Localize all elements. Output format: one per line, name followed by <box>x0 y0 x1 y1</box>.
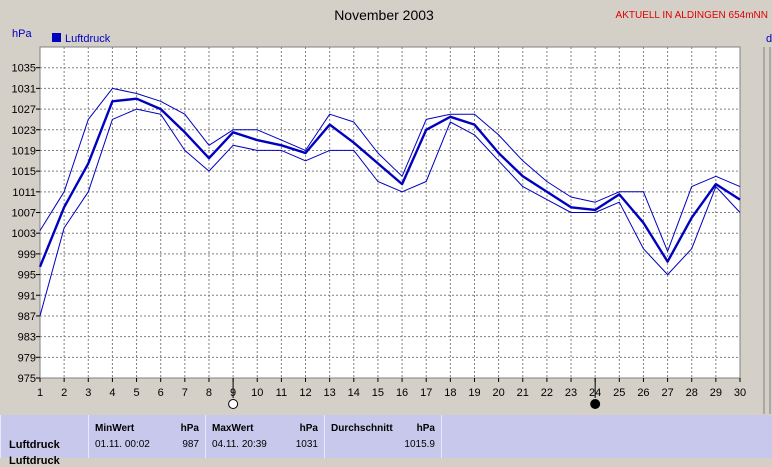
avg-header: Durchschnitt <box>331 423 393 434</box>
x-tick-label: 18 <box>444 387 456 399</box>
y-tick-label: 1011 <box>12 187 36 199</box>
y-tick-label: 1007 <box>12 208 36 220</box>
y-tick-label: 979 <box>18 352 36 364</box>
y-tick-label: 983 <box>18 332 36 344</box>
stats-empty-cell <box>441 415 772 458</box>
y-tick-label: 1027 <box>12 104 36 116</box>
min-unit: hPa <box>180 423 199 434</box>
x-tick-label: 19 <box>468 387 480 399</box>
x-tick-label: 12 <box>299 387 311 399</box>
series-line-min <box>39 108 741 317</box>
x-tick-label: 20 <box>492 387 504 399</box>
x-tick-label: 15 <box>372 387 384 399</box>
x-tick-label: 1 <box>37 387 43 399</box>
x-tick-label: 21 <box>517 387 529 399</box>
y-axis-unit: hPa <box>12 28 32 40</box>
max-datetime: 04.11. 20:39 <box>212 439 267 450</box>
max-unit: hPa <box>299 423 318 434</box>
legend-label: Luftdruck <box>65 33 111 45</box>
x-tick-label: 25 <box>613 387 625 399</box>
chart-title: November 2003 <box>334 7 434 23</box>
x-tick-label: 7 <box>182 387 188 399</box>
y-tick-label: 975 <box>18 373 36 385</box>
avg-value: 1015.9 <box>404 439 435 450</box>
x-tick-label: 16 <box>396 387 408 399</box>
min-value: 987 <box>182 439 199 450</box>
y-tick-label: 991 <box>18 290 36 302</box>
y-tick-label: 1015 <box>12 166 36 178</box>
new-moon-icon <box>590 399 601 409</box>
x-tick-label: 29 <box>710 387 722 399</box>
x-tick-label: 17 <box>420 387 432 399</box>
min-datetime: 01.11. 00:02 <box>95 439 150 450</box>
y-tick-label: 999 <box>18 249 36 261</box>
y-tick-label: 995 <box>18 270 36 282</box>
stats-max-cell: MaxWert hPa 04.11. 20:39 1031 <box>205 415 324 458</box>
y-tick-label: 1031 <box>12 83 36 95</box>
stats-row-label-2: Luftdruck <box>9 455 60 467</box>
x-tick-label: 23 <box>565 387 577 399</box>
y-tick-label: 1035 <box>12 63 36 75</box>
stats-table: Luftdruck Luftdruck MinWert hPa 01.11. 0… <box>0 414 772 467</box>
x-tick-label: 6 <box>158 387 164 399</box>
y-tick-label: 1019 <box>12 145 36 157</box>
max-value: 1031 <box>295 439 318 450</box>
x-tick-label: 30 <box>734 387 746 399</box>
x-tick-label: 22 <box>541 387 553 399</box>
x-tick-label: 13 <box>324 387 336 399</box>
moon-phases <box>228 378 601 409</box>
grid-lines <box>36 47 741 382</box>
y-tick-labels: 975 979 983 987 991 995 999 1003 1007 1011 1015 101… <box>12 63 36 385</box>
legend-swatch <box>52 33 61 42</box>
x-tick-label: 11 <box>276 387 287 399</box>
pressure-chart: November 2003 AKTUELL IN ALDINGEN 654mNN… <box>12 7 772 414</box>
x-tick-label: 5 <box>133 387 139 399</box>
x-tick-label: 4 <box>109 387 115 399</box>
x-tick-label: 28 <box>686 387 698 399</box>
full-moon-icon <box>228 399 239 409</box>
stats-min-cell: MinWert hPa 01.11. 00:02 987 <box>88 415 205 458</box>
series-line-max <box>39 87 741 252</box>
series-lines <box>38 87 741 317</box>
x-tick-label: 8 <box>206 387 212 399</box>
x-tick-label: 14 <box>348 387 360 399</box>
station-badge: AKTUELL IN ALDINGEN 654mNN <box>616 10 768 21</box>
stats-row-label: Luftdruck <box>9 439 60 451</box>
x-tick-labels: 1234567891011121314151617181920212223242… <box>37 387 746 399</box>
x-tick-label: 27 <box>661 387 673 399</box>
stats-avg-cell: Durchschnitt hPa 1015.9 <box>324 415 441 458</box>
series-line-mean <box>38 97 741 268</box>
min-header: MinWert <box>95 423 135 434</box>
avg-unit: hPa <box>416 423 435 434</box>
x-tick-label: 10 <box>251 387 263 399</box>
x-tick-label: 3 <box>85 387 91 399</box>
x-tick-label: 2 <box>61 387 67 399</box>
stats-label-cell: Luftdruck Luftdruck <box>0 415 88 467</box>
y-tick-label: 1023 <box>12 125 36 137</box>
y-tick-label: 987 <box>18 311 36 323</box>
y-tick-label: 1003 <box>12 228 36 240</box>
x-tick-label: 26 <box>637 387 649 399</box>
right-edge-label: d <box>766 33 772 45</box>
max-header: MaxWert <box>212 423 254 434</box>
